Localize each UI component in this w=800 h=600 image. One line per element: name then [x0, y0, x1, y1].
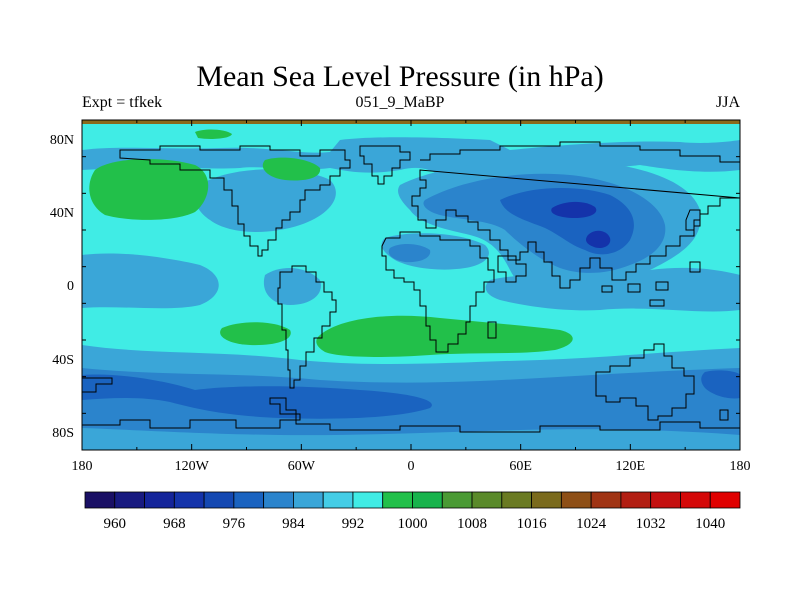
- colorbar-label: 976: [223, 516, 246, 532]
- colorbar-swatch: [114, 491, 145, 509]
- colorbar-swatch: [471, 491, 503, 509]
- coastline-arabia: [497, 255, 527, 283]
- y-axis-labels: 80N 40N 0 40S 80S: [50, 133, 74, 441]
- colorbar-swatch: [173, 491, 205, 509]
- colorbar-label: 968: [163, 516, 186, 532]
- colorbar-label: 1016: [517, 516, 548, 532]
- contour-high-1-sh-atlantic: [316, 315, 573, 357]
- x-tick-label: 180: [730, 459, 751, 474]
- x-tick-label: 120W: [175, 459, 210, 474]
- colorbar-labels: 960 968 976 984 992 1000 1008 1016 1024 1032 1040: [104, 516, 726, 532]
- x-tick-label: 180: [72, 459, 93, 474]
- y-tick-label: 0: [67, 279, 74, 294]
- coastline-greenland: [359, 145, 411, 185]
- colorbar-swatch: [441, 491, 473, 509]
- coastline-japan: [685, 209, 701, 231]
- x-tick-label: 120E: [616, 459, 646, 474]
- coastline-se-asia-islands: [601, 261, 701, 307]
- coastline-antarctica: [82, 397, 740, 433]
- contour-low-3-southern-ocean: [82, 374, 432, 419]
- period-label: 051_9_MaBP: [355, 94, 445, 111]
- contour-low-3-sh-east: [701, 370, 740, 399]
- colorbar-label: 1024: [576, 516, 607, 532]
- contour-high-1-nh-pacific: [89, 158, 209, 220]
- coastline-north-america: [119, 145, 351, 257]
- x-tick-label: 0: [408, 459, 415, 474]
- colorbar-swatch: [263, 491, 294, 509]
- colorbar-swatch: [709, 491, 741, 509]
- colorbar-swatch: [322, 491, 354, 509]
- colorbar-swatch: [382, 491, 413, 509]
- coastline-australia: [595, 343, 695, 421]
- x-axis-labels: 180 120W 60W 0 60E 120E 180: [72, 459, 751, 474]
- contour-high-1-arctic: [195, 129, 232, 139]
- season-label: JJA: [715, 94, 740, 111]
- colorbar-label: 984: [282, 516, 305, 532]
- contour-low-4-asia-a: [551, 201, 597, 218]
- contour-low-1-na: [194, 169, 336, 232]
- colorbar-swatch: [560, 491, 592, 509]
- coastline-madagascar: [487, 321, 497, 339]
- coastlines: [82, 141, 740, 433]
- colorbar-swatch: [650, 491, 681, 509]
- colorbar-label: 1000: [398, 516, 428, 532]
- coastline-eurasia: [411, 141, 740, 289]
- experiment-label: Expt = tfkek: [82, 94, 163, 111]
- colorbar-swatch: [144, 491, 175, 509]
- y-tick-label: 80S: [52, 426, 74, 441]
- colorbar-swatch: [293, 491, 324, 509]
- contour-high-1-nh-atlantic: [262, 157, 321, 181]
- coastline-south-america: [277, 265, 337, 389]
- colorbar-swatch: [590, 491, 622, 509]
- colorbar-swatch: [84, 491, 116, 509]
- colorbar-swatch: [531, 491, 562, 509]
- colorbar-swatch: [352, 491, 384, 509]
- y-tick-label: 80N: [50, 133, 74, 148]
- colorbar: [84, 491, 741, 509]
- x-tick-label: 60E: [509, 459, 532, 474]
- colorbar-swatch: [233, 491, 265, 509]
- y-tick-label: 40S: [52, 353, 74, 368]
- y-tick-label: 40N: [50, 206, 74, 221]
- coastline-antarctic-peninsula: [82, 377, 113, 393]
- contour-high-1-sh-pacific: [220, 322, 291, 346]
- coastline-new-zealand: [719, 409, 729, 421]
- contour-low-2-sahara: [388, 244, 431, 263]
- colorbar-label: 1040: [695, 516, 725, 532]
- colorbar-swatch: [412, 491, 443, 509]
- colorbar-swatch: [680, 491, 711, 509]
- colorbar-swatch: [203, 491, 235, 509]
- x-tick-label: 60W: [288, 459, 316, 474]
- colorbar-label: 1008: [457, 516, 487, 532]
- contour-low-1-eq-pacific: [82, 253, 219, 309]
- contour-low-1-antarctic-edge: [82, 436, 740, 450]
- contour-low-4-asia-b: [586, 230, 611, 248]
- coastline-africa: [381, 231, 495, 353]
- colorbar-label: 960: [104, 516, 127, 532]
- colorbar-label: 992: [342, 516, 365, 532]
- contour-low-1-eq-indian: [485, 267, 740, 312]
- colorbar-label: 1032: [636, 516, 666, 532]
- colorbar-swatch: [501, 491, 532, 509]
- map-title: Mean Sea Level Pressure (in hPa): [196, 60, 604, 93]
- colorbar-swatch: [620, 491, 652, 509]
- axis-ticks: [81, 119, 741, 451]
